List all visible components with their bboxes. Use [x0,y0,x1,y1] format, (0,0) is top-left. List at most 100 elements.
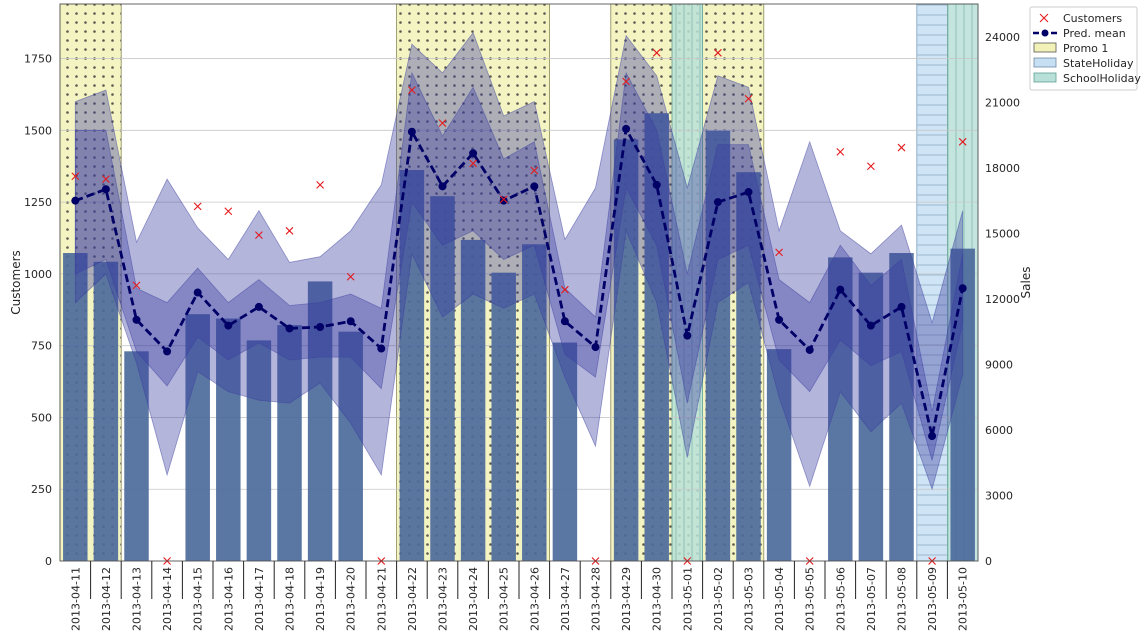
customers-point-7-b [285,226,294,235]
x-tick-label-6: 2013-04-17 [253,567,266,631]
customers-point-19-b [652,48,661,57]
pred-mean-point-17 [591,343,600,352]
customers-point-4 [193,202,202,211]
legend-pred-mean-label: Pred. mean [1063,27,1126,40]
y-left-tick-label-7: 1750 [24,53,52,66]
x-tick-label-11: 2013-04-22 [406,567,419,631]
customers-point-14 [499,195,508,204]
legend-school-holiday: SchoolHoliday [1033,72,1141,85]
customers-point-9 [346,272,355,281]
pred-mean-point-16 [560,317,569,326]
pred-mean-point-18 [622,124,631,133]
sales-bar-23 [766,349,792,561]
sales-bar-15 [522,244,547,561]
outer-band [74,31,964,491]
pred-mean-path [74,124,965,437]
customers-point-19 [652,48,661,57]
pred-mean-point-5 [224,321,233,330]
x-tick-label-29: 2013-05-10 [957,567,970,631]
customers-point-16 [561,285,569,294]
x-tick-label-3: 2013-04-14 [161,567,174,631]
customers-point-26 [867,162,875,171]
pred-mean-point-3 [163,347,172,356]
x-tick-label-24: 2013-05-05 [804,567,817,631]
customers-point-22-b [744,94,753,103]
sales-bar-4 [185,314,210,561]
customers-point-13 [469,159,477,168]
customers-point-6 [255,231,263,240]
sales-bar-6 [246,340,272,561]
pred-mean-point-6 [254,302,263,311]
pred-mean-point-15 [530,182,539,191]
legend-frame [1029,6,1138,91]
x-tick-label-27: 2013-05-08 [896,567,909,631]
y-right-tick-label-1: 3000 [985,489,1013,502]
customers-point-11-b [408,86,416,95]
pred-mean-point-25 [836,285,845,294]
pred-mean-point-0 [71,196,80,205]
customers-point-25-b [836,147,845,156]
pred-mean-point-22 [744,188,753,197]
x-tick-label-21: 2013-05-02 [712,567,725,631]
pred-mean-line [71,124,967,441]
sales-bar-18 [613,139,639,562]
x-tick-label-1: 2013-04-12 [100,567,113,631]
axes: 0 250 500 750 1000 1250 1500 1750 0 3000 6000 9000 1… [9,3,1033,631]
customers-point-0-b [71,172,80,181]
customers-point-13-b [469,159,477,168]
x-tick-label-9: 2013-04-20 [345,567,358,631]
sales-bar-0 [63,253,88,561]
x-tick-label-18: 2013-04-29 [620,567,633,631]
y-right-tick-label-3: 9000 [985,358,1013,371]
pred-mean-point-26 [866,321,875,330]
pred-mean-point-4 [193,288,202,297]
x-tick-label-12: 2013-04-23 [437,567,450,631]
y-right-tick-label-8: 24000 [985,31,1020,44]
x-tick-label-26: 2013-05-07 [865,567,878,631]
sales-bar-7 [277,325,302,561]
y-left-tick-label-6: 1500 [24,124,52,137]
y-right-tick-label-2: 6000 [985,424,1013,437]
inner-band [74,71,964,461]
sales-bar-5 [216,318,241,561]
customers-point-9-b [346,272,355,281]
legend-customers: Customers [1039,12,1122,25]
pred-mean-point-7 [285,324,294,333]
pred-mean-point-21 [713,198,722,207]
x-tick-label-14: 2013-04-25 [498,567,511,631]
sales-bar-13 [460,239,486,561]
x-tick-label-8: 2013-04-19 [314,567,327,631]
x-tick-label-19: 2013-04-30 [651,567,664,631]
customers-point-6-b [255,231,263,240]
y-left-tick-label-3: 750 [31,340,52,353]
x-tick-label-16: 2013-04-27 [559,567,572,631]
pred-mean-point-19 [652,180,661,189]
y-right-tick-label-0: 0 [985,555,992,568]
y-left-tick-label-1: 250 [31,483,52,496]
customers-point-14-b [499,195,508,204]
customers-point-15 [530,166,539,175]
pred-mean-point-28 [928,432,937,441]
sales-bar-16 [552,342,578,561]
x-tick-label-17: 2013-04-28 [590,567,603,631]
customers-point-18 [622,77,630,86]
y-left-tick-label-0: 0 [45,555,52,568]
x-tick-label-25: 2013-05-06 [834,567,847,631]
state-holiday-span-0-hatch [916,4,948,561]
customers-point-12-b [438,119,447,128]
pred-mean-point-11 [407,127,416,136]
y-right-tick-label-7: 21000 [985,96,1020,109]
y-left-tick-label-5: 1250 [24,196,52,209]
customers-point-2-b [132,281,141,290]
customers-point-5-b [224,207,233,216]
customers-point-21 [714,48,722,57]
sales-bar-14 [491,272,516,561]
x-tick-label-2: 2013-04-13 [131,567,144,631]
customers-point-8-b [316,180,324,189]
sales-bar-22 [736,172,761,562]
customers-point-22 [744,94,753,103]
legend-school-holiday-label: SchoolHoliday [1063,72,1141,85]
customers-point-5 [224,207,233,216]
customers-point-26-b [867,162,875,171]
pred-mean-point-9 [346,317,355,326]
